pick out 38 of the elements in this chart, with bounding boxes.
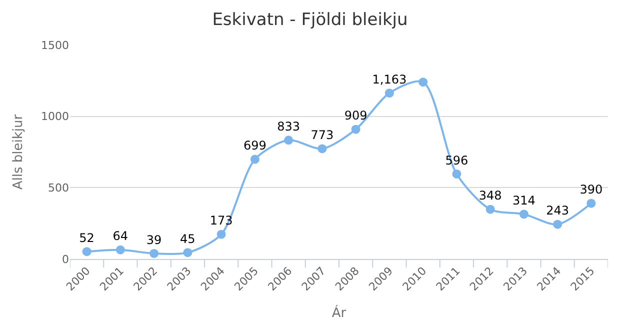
point xyxy=(318,144,327,154)
data-label: 243 xyxy=(546,204,570,218)
data-label: 348 xyxy=(478,188,502,203)
y-axis-title: Alls bleikjur xyxy=(10,114,26,190)
data-label: 39 xyxy=(146,232,162,247)
y-tick-label: 1500 xyxy=(41,38,69,52)
point xyxy=(553,220,562,229)
x-axis-title: Ár xyxy=(332,304,347,322)
point xyxy=(486,204,495,214)
point xyxy=(116,245,125,254)
data-label: 596 xyxy=(445,153,468,168)
data-label: 173 xyxy=(210,214,233,228)
chart-title: Eskivatn - Fjöldi bleikju xyxy=(212,10,408,30)
point xyxy=(284,136,294,145)
data-label: 909 xyxy=(344,108,368,123)
data-label: 699 xyxy=(243,138,266,153)
data-label: 45 xyxy=(180,232,196,246)
point xyxy=(384,88,394,98)
point xyxy=(452,169,462,178)
data-label: 390 xyxy=(580,182,603,197)
y-tick-label: 0 xyxy=(62,252,69,266)
point xyxy=(418,78,428,87)
point xyxy=(351,124,360,134)
data-label: 1,163 xyxy=(372,72,407,86)
point xyxy=(82,247,92,256)
point xyxy=(183,248,192,258)
point xyxy=(250,154,260,164)
data-label: 773 xyxy=(310,128,334,142)
point xyxy=(150,248,159,258)
data-label: 52 xyxy=(79,230,94,245)
point xyxy=(586,198,596,208)
data-label: 833 xyxy=(277,120,300,134)
point xyxy=(519,210,528,219)
data-label: 64 xyxy=(112,229,128,244)
y-tick-label: 500 xyxy=(48,182,69,195)
y-tick-label: 1000 xyxy=(41,110,69,124)
data-label: 314 xyxy=(512,194,536,208)
point xyxy=(216,230,226,239)
